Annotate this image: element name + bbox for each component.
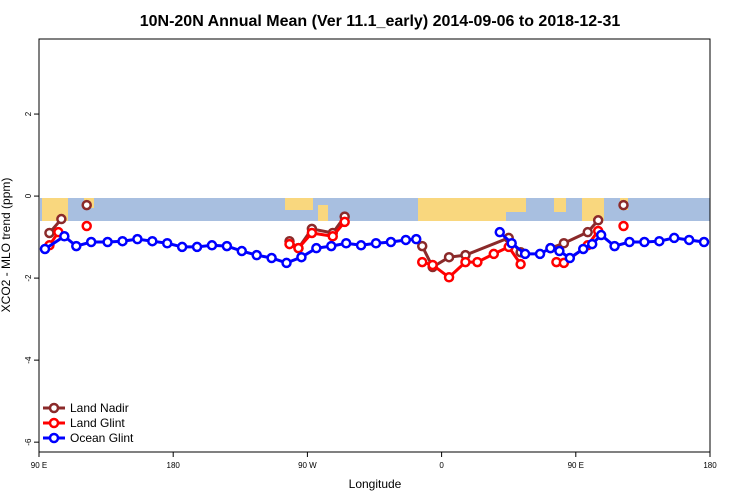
- point: [44, 227, 55, 239]
- y-tick-label: 2: [24, 111, 33, 116]
- point: [506, 237, 517, 249]
- x-tick-label: 0: [439, 461, 444, 470]
- point: [311, 242, 322, 254]
- point: [578, 243, 589, 255]
- point: [618, 199, 629, 211]
- x-tick-label: 180: [167, 461, 181, 470]
- point: [340, 237, 352, 249]
- point: [639, 236, 650, 248]
- point: [306, 227, 318, 239]
- point: [81, 199, 92, 211]
- y-tick-label: -2: [24, 274, 33, 282]
- point: [39, 243, 51, 255]
- point: [443, 251, 455, 263]
- point: [488, 248, 500, 260]
- point: [85, 236, 97, 248]
- point: [592, 215, 604, 226]
- point: [117, 235, 128, 247]
- point: [132, 233, 143, 245]
- x-tick-label: 180: [703, 461, 717, 470]
- land-patch: [318, 205, 328, 221]
- x-tick-label: 90 E: [31, 461, 47, 470]
- point: [327, 231, 338, 242]
- legend-marker: [48, 432, 60, 444]
- point: [460, 256, 471, 268]
- point: [326, 240, 337, 252]
- point: [534, 248, 546, 260]
- point: [236, 245, 248, 257]
- point: [416, 240, 428, 252]
- point: [654, 235, 665, 247]
- legend-label: Land Glint: [70, 416, 125, 430]
- land-patch: [418, 198, 506, 221]
- point: [176, 241, 188, 253]
- legend-label: Ocean Glint: [70, 431, 134, 445]
- point: [519, 248, 531, 260]
- y-tick-label: 0: [24, 193, 33, 198]
- point: [147, 235, 158, 247]
- point: [558, 237, 570, 249]
- point: [370, 237, 382, 249]
- point: [385, 236, 397, 248]
- point: [564, 252, 576, 264]
- point: [698, 236, 710, 248]
- point: [251, 249, 262, 261]
- map-band: [40, 198, 710, 221]
- land-patch: [554, 198, 566, 212]
- plot-frame: [38, 38, 711, 453]
- point: [102, 236, 113, 248]
- point: [545, 242, 556, 254]
- point: [609, 240, 620, 252]
- point: [618, 220, 629, 232]
- point: [400, 234, 412, 246]
- point: [284, 238, 295, 250]
- legend-label: Land Nadir: [70, 401, 129, 415]
- chart-title: 10N-20N Annual Mean (Ver 11.1_early) 201…: [140, 13, 621, 30]
- point: [683, 234, 695, 246]
- point: [411, 233, 422, 245]
- point: [595, 229, 607, 241]
- point: [281, 257, 292, 269]
- point: [668, 232, 680, 244]
- point: [416, 256, 428, 268]
- ocean-band: [40, 198, 710, 221]
- x-tick-label: 90 W: [298, 461, 317, 470]
- point: [624, 236, 635, 248]
- point: [59, 231, 70, 242]
- y-tick-label: -6: [24, 438, 33, 446]
- point: [586, 238, 598, 250]
- point: [355, 240, 367, 251]
- point: [472, 256, 483, 268]
- point: [427, 259, 438, 271]
- point: [81, 220, 92, 232]
- legend-marker: [48, 402, 60, 414]
- land-patch: [285, 198, 313, 210]
- point: [206, 240, 218, 251]
- x-axis-label: Longitude: [349, 477, 402, 491]
- point: [515, 258, 526, 270]
- point: [443, 272, 455, 283]
- point: [266, 252, 277, 264]
- point: [554, 245, 565, 257]
- x-tick-label: 90 E: [568, 461, 584, 470]
- legend-marker: [48, 417, 60, 429]
- point: [339, 216, 350, 228]
- y-tick-label: -4: [24, 356, 33, 364]
- point: [191, 241, 203, 253]
- point: [582, 226, 593, 238]
- point: [56, 213, 67, 225]
- point: [221, 240, 233, 252]
- point: [161, 237, 173, 249]
- y-axis-label: XCO2 - MLO trend (ppm): [0, 178, 13, 313]
- point: [293, 242, 304, 254]
- point: [71, 240, 82, 252]
- land-patch: [506, 198, 526, 212]
- point: [296, 251, 307, 263]
- point: [494, 226, 506, 238]
